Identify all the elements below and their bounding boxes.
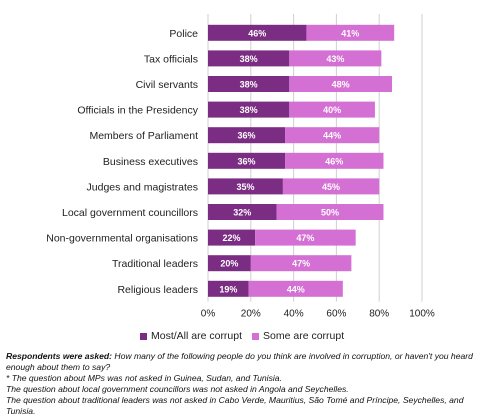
data-label-some-corrupt: 44% [323, 131, 341, 141]
note-mps: * The question about MPs was not asked i… [6, 373, 282, 383]
bar-some-corrupt [285, 127, 380, 144]
data-label-most-all-corrupt: 36% [238, 131, 256, 141]
bar-some-corrupt [285, 152, 384, 169]
category-label: Officials in the Presidency [77, 105, 198, 117]
bar-most-all-corrupt [208, 24, 307, 41]
data-label-some-corrupt: 44% [287, 284, 305, 294]
bar-most-all-corrupt [208, 178, 283, 195]
question-text: How many of the following people do you … [6, 351, 473, 372]
data-label-most-all-corrupt: 32% [233, 208, 251, 218]
bar-most-all-corrupt [208, 204, 277, 220]
legend: Most/All are corrupt Some are corrupt [140, 330, 344, 342]
category-label: Civil servants [136, 79, 198, 91]
bar-some-corrupt [276, 204, 384, 220]
bar-most-all-corrupt [208, 50, 290, 67]
category-label: Traditional leaders [112, 258, 198, 270]
category-label: Local government councillors [62, 207, 198, 219]
bar-most-all-corrupt [208, 229, 256, 246]
data-label-some-corrupt: 43% [326, 54, 344, 64]
bar-most-all-corrupt [208, 280, 249, 297]
x-tick-label: 80% [369, 309, 389, 320]
data-label-most-all-corrupt: 36% [238, 156, 256, 166]
category-label: Police [169, 28, 198, 40]
bar-most-all-corrupt [208, 255, 251, 272]
data-label-some-corrupt: 41% [341, 28, 359, 38]
bar-some-corrupt [289, 50, 382, 67]
x-tick-label: 40% [284, 309, 304, 320]
data-label-some-corrupt: 46% [325, 156, 343, 166]
bar-chart: 46% 41% 38% 43% 38% 48% 38% 40% 36% 44% 36% 46% 35% 4… [46, 14, 435, 320]
x-tick-label: 20% [241, 309, 261, 320]
bar-some-corrupt [282, 178, 380, 195]
data-label-some-corrupt: 47% [292, 259, 310, 269]
bar-most-all-corrupt [208, 127, 286, 144]
legend-label-some: Some are corrupt [263, 330, 345, 342]
category-label: Business executives [103, 156, 198, 168]
data-label-most-all-corrupt: 38% [240, 105, 258, 115]
data-label-most-all-corrupt: 38% [240, 54, 258, 64]
x-tick-label: 0% [201, 309, 216, 320]
category-label: Tax officials [144, 53, 198, 65]
bar-some-corrupt [248, 280, 343, 297]
data-label-most-all-corrupt: 19% [219, 284, 237, 294]
category-label: Non-governmental organisations [46, 233, 198, 245]
bar-most-all-corrupt [208, 76, 290, 92]
bar-some-corrupt [306, 24, 395, 41]
legend-item-most: Most/All are corrupt [140, 330, 242, 342]
legend-swatch-most [140, 332, 147, 340]
data-label-some-corrupt: 45% [322, 182, 340, 192]
bar-some-corrupt [289, 76, 393, 92]
x-axis-tick-labels: 0% 20% 40% 60% 80% 100% [201, 309, 435, 320]
category-labels: Police Tax officials Civil servants Officia… [46, 28, 199, 296]
chart-notes: Respondents were asked: How many of the … [6, 351, 494, 417]
data-label-some-corrupt: 48% [332, 80, 350, 90]
bar-some-corrupt [250, 255, 352, 272]
x-tick-label: 100% [409, 309, 435, 320]
category-label: Members of Parliament [89, 130, 198, 142]
legend-label-most: Most/All are corrupt [151, 330, 243, 342]
data-label-some-corrupt: 47% [296, 233, 314, 243]
bar-most-all-corrupt [208, 101, 290, 118]
legend-item-some: Some are corrupt [252, 330, 344, 342]
legend-swatch-some [252, 332, 260, 340]
data-label-most-all-corrupt: 38% [240, 80, 258, 90]
bar-most-all-corrupt [208, 152, 286, 169]
data-label-most-all-corrupt: 35% [236, 182, 254, 192]
data-label-most-all-corrupt: 22% [223, 233, 241, 243]
category-label: Religious leaders [117, 284, 198, 296]
note-local-councillors: The question about local government coun… [6, 384, 349, 394]
bar-some-corrupt [255, 229, 356, 246]
x-tick-label: 60% [326, 309, 346, 320]
question-label: Respondents were asked: [6, 351, 113, 361]
data-label-most-all-corrupt: 20% [220, 259, 238, 269]
category-label: Judges and magistrates [87, 181, 198, 193]
data-label-most-all-corrupt: 46% [248, 28, 266, 38]
bar-some-corrupt [289, 101, 375, 118]
note-traditional-leaders: The question about traditional leaders w… [6, 395, 464, 416]
question-note: Respondents were asked: How many of the … [6, 351, 494, 373]
data-label-some-corrupt: 40% [323, 105, 341, 115]
data-label-some-corrupt: 50% [321, 208, 339, 218]
bars: 46% 41% 38% 43% 38% 48% 38% 40% 36% 44% 36% 46% 35% 4… [208, 24, 395, 297]
